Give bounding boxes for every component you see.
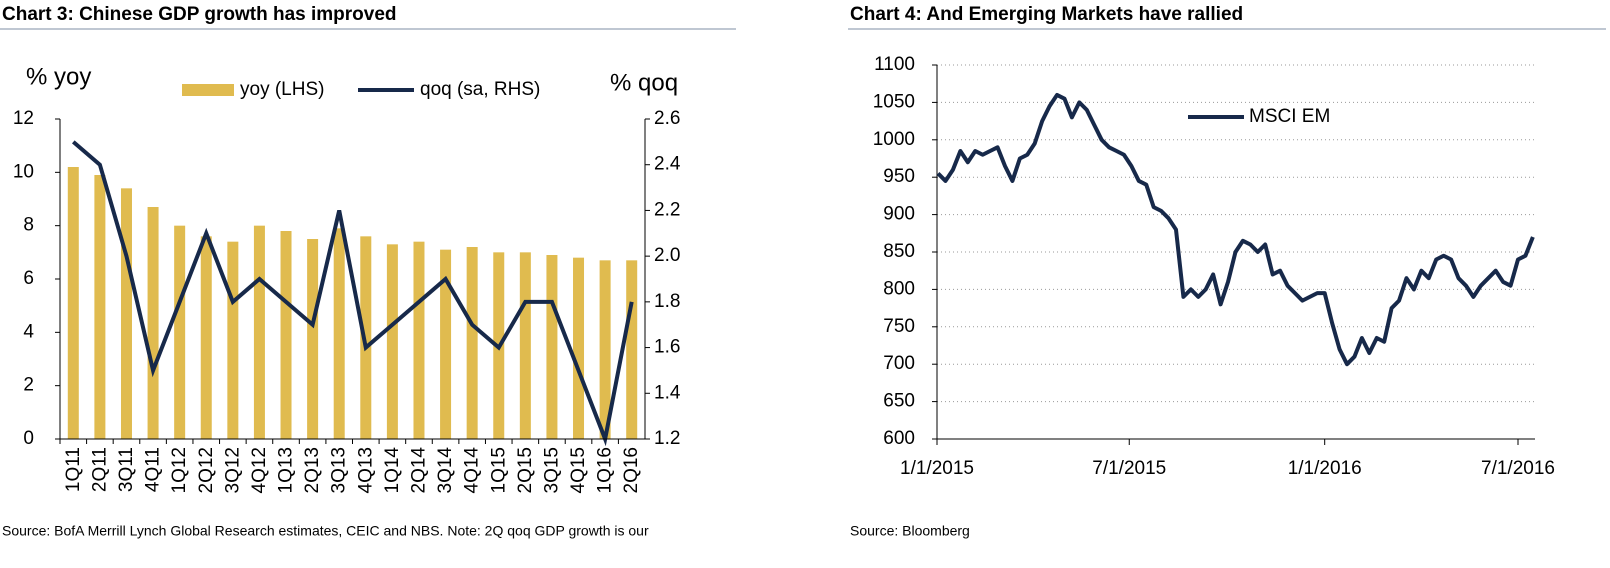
bar <box>253 225 265 439</box>
bar <box>94 175 106 439</box>
bar <box>626 260 638 439</box>
x-tick-label: 4Q13 <box>355 447 376 493</box>
x-tick-label: 3Q14 <box>435 447 456 494</box>
bar <box>440 249 452 439</box>
y-tick-label: 750 <box>883 316 915 337</box>
x-tick-label: 1/1/2016 <box>1288 458 1362 479</box>
x-tick-label: 1Q11 <box>63 447 84 492</box>
x-tick-label: 3Q11 <box>116 447 137 492</box>
bar <box>599 260 611 439</box>
y-tick-label: 6 <box>23 268 34 289</box>
x-tick-label: 7/1/2015 <box>1092 458 1166 479</box>
x-tick-label: 2Q11 <box>89 447 110 492</box>
y-tick-label: 0 <box>23 428 34 449</box>
x-tick-label: 1Q16 <box>595 447 616 493</box>
y-tick-label: 800 <box>883 278 915 299</box>
y-axis-label: % yoy <box>26 63 91 90</box>
bar <box>519 252 531 439</box>
x-tick-label: 4Q12 <box>249 447 270 493</box>
x-tick-label: 4Q15 <box>568 447 589 493</box>
y-tick-label: 850 <box>883 241 915 262</box>
y-tick-label: 700 <box>883 353 915 374</box>
x-tick-label: 7/1/2016 <box>1481 458 1555 479</box>
y2-tick-label: 2.4 <box>654 154 681 175</box>
y2-tick-label: 1.4 <box>654 382 681 403</box>
x-tick-label: 1Q15 <box>488 447 509 493</box>
x-tick-label: 3Q12 <box>222 447 243 493</box>
bar <box>227 241 239 439</box>
y-tick-label: 10 <box>13 161 34 182</box>
y-tick-label: 1100 <box>874 54 915 75</box>
source-note: Source: Bloomberg <box>850 523 970 539</box>
y2-axis-label: % qoq <box>610 69 678 96</box>
y2-tick-label: 1.2 <box>654 428 680 449</box>
y-tick-label: 600 <box>883 428 915 449</box>
x-tick-label: 2Q12 <box>196 447 217 493</box>
x-tick-label: 1Q13 <box>276 447 297 493</box>
x-tick-label: 4Q14 <box>462 447 483 494</box>
bar <box>413 241 425 439</box>
x-tick-label: 2Q15 <box>515 447 536 493</box>
legend-label: yoy (LHS) <box>240 79 324 100</box>
bar <box>280 231 292 439</box>
y-tick-label: 2 <box>23 375 34 396</box>
legend-label: MSCI EM <box>1249 106 1330 127</box>
chart-title: Chart 3: Chinese GDP growth has improved <box>2 4 397 25</box>
x-tick-label: 3Q15 <box>541 447 562 493</box>
y-tick-label: 650 <box>883 391 915 412</box>
x-tick-label: 1Q14 <box>382 447 403 494</box>
line <box>936 92 1535 367</box>
x-tick-label: 2Q13 <box>302 447 323 493</box>
y-tick-label: 1050 <box>873 91 915 112</box>
bar <box>67 167 79 439</box>
bar <box>174 225 186 439</box>
x-tick-label: 1Q12 <box>169 447 190 493</box>
y-tick-label: 4 <box>23 321 34 342</box>
y2-tick-label: 2.6 <box>654 108 680 129</box>
x-tick-label: 1/1/2015 <box>900 458 974 479</box>
y-tick-label: 12 <box>13 108 34 129</box>
bar <box>466 247 478 439</box>
x-tick-label: 4Q11 <box>143 447 164 492</box>
bar <box>386 244 398 439</box>
x-tick-label: 3Q13 <box>329 447 350 493</box>
x-tick-label: 2Q16 <box>621 447 642 493</box>
bar <box>573 257 585 439</box>
legend-label: qoq (sa, RHS) <box>420 79 540 100</box>
y2-tick-label: 2.0 <box>654 245 680 266</box>
y2-tick-label: 1.8 <box>654 291 680 312</box>
y2-tick-label: 1.6 <box>654 337 680 358</box>
bar <box>333 228 345 439</box>
y-tick-label: 1000 <box>873 129 915 150</box>
y2-tick-label: 2.2 <box>654 199 680 220</box>
x-tick-label: 2Q14 <box>408 447 429 494</box>
legend-swatch <box>182 84 234 96</box>
bar <box>307 239 319 439</box>
chart-title: Chart 4: And Emerging Markets have ralli… <box>850 4 1243 25</box>
bar <box>120 188 132 439</box>
bar <box>147 207 159 439</box>
y-tick-label: 8 <box>23 215 34 236</box>
line <box>71 140 634 447</box>
y-tick-label: 900 <box>883 204 915 225</box>
bar <box>546 255 558 439</box>
source-note: Source: BofA Merrill Lynch Global Resear… <box>2 523 649 539</box>
y-tick-label: 950 <box>883 166 915 187</box>
bar <box>200 236 212 439</box>
